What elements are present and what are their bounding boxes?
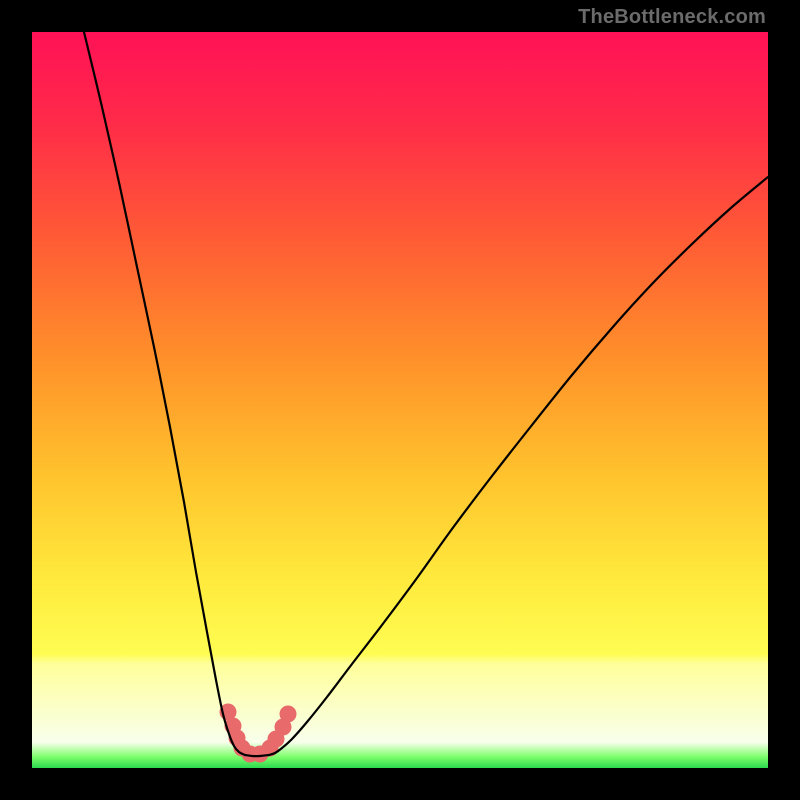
curve-markers bbox=[220, 704, 297, 763]
watermark-text: TheBottleneck.com bbox=[578, 6, 766, 29]
curve-right bbox=[269, 177, 768, 755]
frame: TheBottleneck.com bbox=[0, 0, 800, 800]
bottleneck-curve bbox=[32, 32, 768, 768]
curve-left bbox=[84, 32, 245, 755]
plot-area bbox=[32, 32, 768, 768]
curve-join bbox=[245, 755, 269, 756]
